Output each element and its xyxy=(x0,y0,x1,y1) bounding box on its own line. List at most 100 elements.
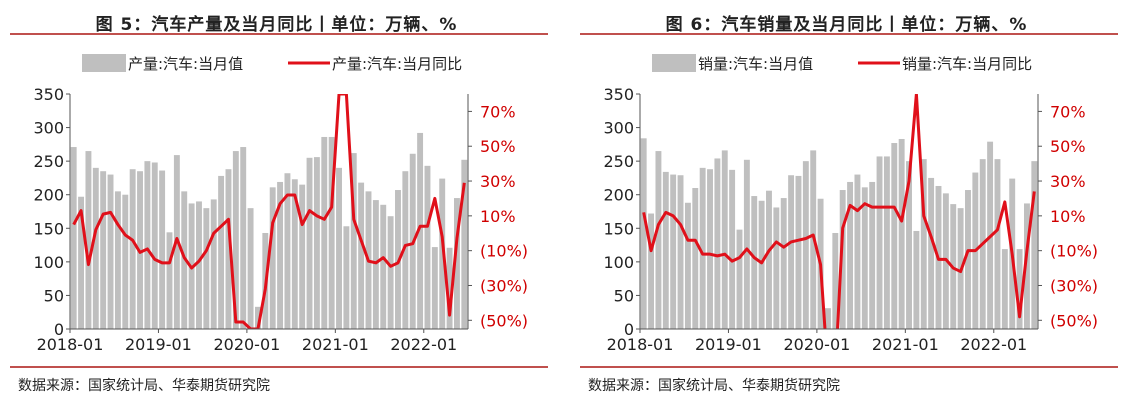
bar xyxy=(913,230,920,329)
x-tick-label: 2022-01 xyxy=(390,335,457,354)
bar xyxy=(402,171,409,329)
bar-series xyxy=(70,132,468,329)
bar xyxy=(446,247,453,329)
bar xyxy=(107,174,114,329)
bar xyxy=(707,169,713,329)
right-tick-label: 70% xyxy=(480,102,516,121)
left-tick-label: 200 xyxy=(603,186,634,205)
bar xyxy=(795,175,802,329)
left-tick-label: 300 xyxy=(603,119,634,138)
bar xyxy=(994,159,1001,329)
legend: 销量:汽车:当月值 销量:汽车:当月同比 xyxy=(652,54,1032,73)
bar xyxy=(328,136,335,329)
bar xyxy=(802,161,809,329)
bar xyxy=(350,153,357,329)
bar xyxy=(847,181,854,329)
production-chart: 产量:汽车:当月值 产量:汽车:当月同比 0 50 100 150 200 250 300 350… xyxy=(33,54,528,354)
right-tick-label: 70% xyxy=(1050,102,1086,121)
bar xyxy=(122,194,129,329)
bar xyxy=(439,178,446,329)
bar xyxy=(854,174,861,329)
legend-line-label: 产量:汽车:当月同比 xyxy=(332,55,462,73)
legend-bar-swatch xyxy=(82,54,126,72)
bar xyxy=(321,136,328,329)
right-tick-label: 10% xyxy=(1050,207,1086,226)
bar xyxy=(203,208,210,329)
right-tick-label: (30%) xyxy=(1050,276,1098,295)
yoy-line xyxy=(642,94,1036,329)
bar xyxy=(751,196,758,329)
bar xyxy=(336,167,342,329)
right-tick-label: (10%) xyxy=(1050,242,1098,261)
bar xyxy=(358,182,365,329)
right-tick-label: 30% xyxy=(1050,172,1086,191)
bar xyxy=(655,151,662,329)
bar xyxy=(670,174,677,329)
title-rule xyxy=(10,33,548,35)
left-tick-label: 100 xyxy=(603,253,634,272)
bar xyxy=(1031,161,1038,329)
left-tick-label: 100 xyxy=(33,253,64,272)
bar xyxy=(1024,203,1030,329)
legend: 产量:汽车:当月值 产量:汽车:当月同比 xyxy=(82,54,462,73)
bar xyxy=(387,216,394,329)
left-tick-label: 0 xyxy=(624,320,634,339)
sales-chart: 销量:汽车:当月值 销量:汽车:当月同比 0 50 100 150 200 250 300 350… xyxy=(603,54,1098,354)
bar xyxy=(313,157,320,329)
chart-panel-production: 图 5：汽车产量及当月同比丨单位：万辆、% 产量:汽车:当月值 产量:汽车:当月同… xyxy=(0,0,553,403)
bar xyxy=(225,169,232,329)
chart-title: 图 6：汽车销量及当月同比丨单位：万辆、% xyxy=(665,15,1028,35)
bar xyxy=(766,190,772,329)
right-tick-label: 30% xyxy=(480,172,516,191)
yoy-line xyxy=(72,94,466,329)
bar xyxy=(431,247,438,329)
bar xyxy=(247,208,254,329)
bar xyxy=(699,167,706,329)
source-rule xyxy=(580,366,1118,368)
bar xyxy=(92,167,99,329)
bar xyxy=(773,207,780,329)
bar xyxy=(78,196,85,329)
left-tick-label: 200 xyxy=(33,186,64,205)
bar xyxy=(255,306,261,329)
chart-panel-sales: 图 6：汽车销量及当月同比丨单位：万辆、% 销量:汽车:当月值 销量:汽车:当月同… xyxy=(570,0,1123,403)
bar xyxy=(883,156,890,329)
bar xyxy=(662,171,669,329)
bar xyxy=(166,232,173,329)
right-tick-label: 50% xyxy=(480,137,516,156)
x-tick-label: 2020-01 xyxy=(783,335,850,354)
bar xyxy=(144,161,151,329)
bar xyxy=(736,229,743,329)
x-tick-label: 2022-01 xyxy=(960,335,1027,354)
left-tick-label: 50 xyxy=(614,286,634,305)
bar xyxy=(269,187,276,329)
legend-bar-label: 产量:汽车:当月值 xyxy=(128,55,243,73)
bar xyxy=(906,161,912,329)
legend-bar-swatch xyxy=(652,54,696,72)
left-tick-label: 0 xyxy=(54,320,64,339)
bar xyxy=(832,232,839,329)
bar xyxy=(640,138,647,329)
bar xyxy=(758,200,765,329)
source-note: 数据来源：国家统计局、华泰期货研究院 xyxy=(18,378,270,394)
bar xyxy=(306,157,313,329)
bar xyxy=(891,143,898,329)
bar xyxy=(1001,249,1008,329)
right-tick-label: (30%) xyxy=(480,276,528,295)
left-tick-label: 300 xyxy=(33,119,64,138)
bar xyxy=(218,175,225,329)
bar xyxy=(100,171,107,329)
x-tick-label: 2020-01 xyxy=(213,335,280,354)
bar xyxy=(372,200,379,329)
bar xyxy=(232,151,239,329)
left-tick-label: 150 xyxy=(603,219,634,238)
bar xyxy=(159,170,166,329)
bar xyxy=(461,159,468,329)
bar xyxy=(743,159,750,329)
bar xyxy=(284,173,291,329)
bar xyxy=(85,151,92,329)
source-rule xyxy=(10,366,548,368)
chart-title: 图 5：汽车产量及当月同比丨单位：万辆、% xyxy=(95,15,458,35)
bar xyxy=(417,132,424,329)
bar xyxy=(788,175,795,329)
